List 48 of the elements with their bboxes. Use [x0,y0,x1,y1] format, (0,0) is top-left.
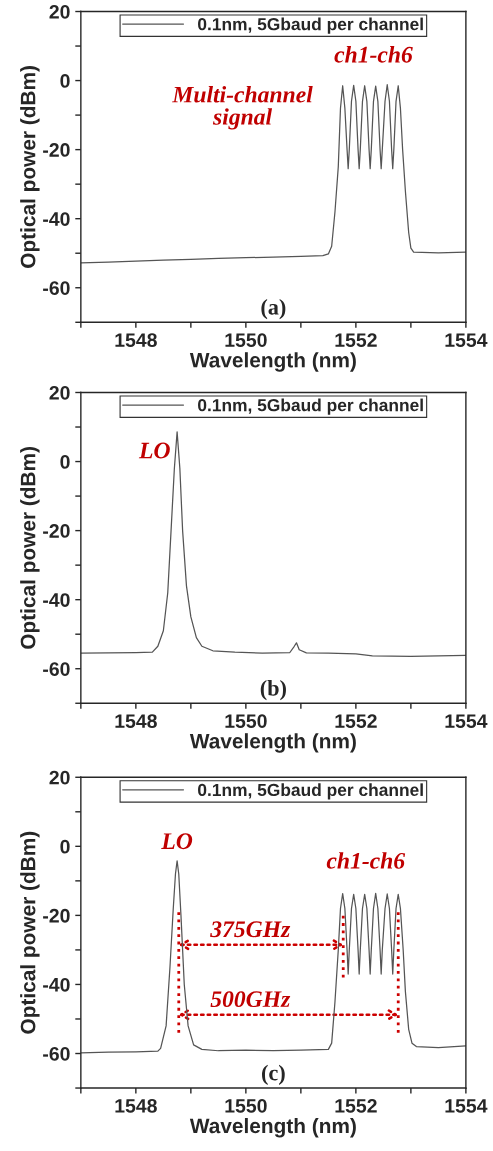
line-series [80,84,466,264]
y-tick-label: -40 [43,977,70,992]
legend-label: 0.1nm, 5Gbaud per channel [198,783,423,800]
x-tick-label: 1548 [115,333,157,347]
annotation: LO [138,442,170,459]
annotation: 500GHz [210,991,291,1008]
annotation: (c) [262,1064,285,1085]
y-tick-label: 20 [49,385,70,400]
x-tick-label: 1554 [445,714,488,728]
y-tick-label: -40 [43,593,70,607]
y-tick-label: -60 [43,1046,70,1061]
x-tick-label: 1550 [225,333,267,347]
x-tick-label: 1552 [335,1098,377,1113]
y-tick-label: 0 [60,74,70,88]
annotation: LO [161,833,193,850]
y-tick-label: -60 [43,662,70,676]
annotation: 375GHz [210,921,291,938]
annotation: ch1-ch6 [326,852,406,869]
x-tick-label: 1552 [335,333,377,347]
line-series [80,431,466,657]
y-tick-label: -20 [43,143,70,157]
x-tick-label: 1548 [115,1098,157,1113]
y-axis-title: Optical power (dBm) [20,447,40,649]
legend-label: 0.1nm, 5Gbaud per channel [198,398,423,415]
x-tick-label: 1548 [115,714,157,728]
x-tick-label: 1552 [335,714,377,728]
x-axis-title: Wavelength (nm) [189,733,356,753]
x-tick-label: 1554 [445,1099,488,1113]
legend-label: 0.1nm, 5Gbaud per channel [198,17,423,34]
y-axis-title: Optical power (dBm) [20,66,40,268]
x-tick-label: 1550 [225,714,267,728]
annotation: (b) [260,680,286,701]
y-axis-title: Optical power (dBm) [20,831,40,1034]
x-tick-label: 1550 [225,1098,267,1113]
y-tick-label: -40 [43,212,70,226]
x-axis-title: Wavelength (nm) [189,352,356,372]
annotation: Multi-channel signal [172,85,313,130]
x-axis-title: Wavelength (nm) [189,1117,356,1138]
y-tick-label: -60 [43,281,70,295]
y-tick-label: 0 [60,839,70,854]
x-tick-label: 1554 [445,333,488,347]
annotation: ch1-ch6 [334,46,413,63]
y-tick-label: -20 [43,524,70,538]
annotation: (a) [261,299,286,320]
y-tick-label: -20 [43,908,70,923]
y-tick-label: 20 [49,4,70,19]
y-tick-label: 20 [49,770,70,785]
y-tick-label: 0 [60,455,70,469]
